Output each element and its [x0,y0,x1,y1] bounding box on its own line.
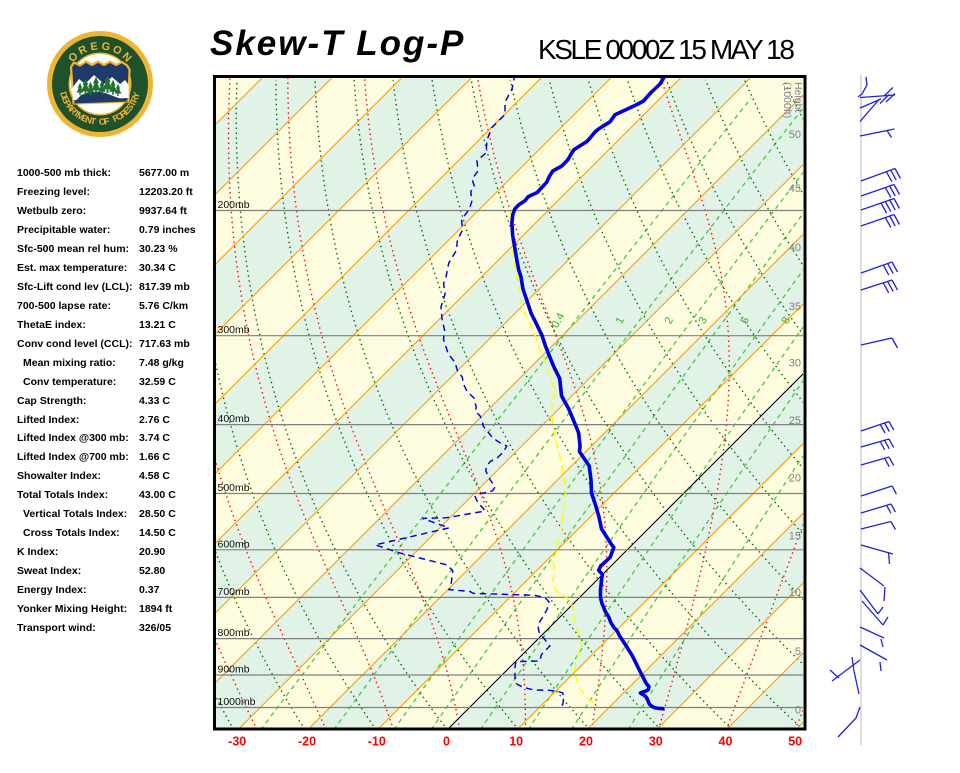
svg-text:-10: -10 [368,735,386,749]
svg-text:900mb: 900mb [218,664,250,676]
svg-text:(1000ft): (1000ft) [781,82,793,118]
svg-text:40: 40 [789,242,801,254]
svg-text:0: 0 [443,735,450,749]
svg-text:700mb: 700mb [218,586,250,598]
svg-text:-30: -30 [228,735,246,749]
svg-text:-20: -20 [298,735,316,749]
svg-text:5: 5 [795,646,801,658]
svg-text:25: 25 [789,415,801,427]
svg-text:20: 20 [789,473,801,485]
svg-text:50: 50 [788,735,802,749]
svg-text:200mb: 200mb [218,199,250,211]
svg-text:40: 40 [719,735,733,749]
svg-text:10: 10 [789,587,801,599]
svg-text:35: 35 [789,301,801,313]
svg-text:600mb: 600mb [218,538,250,550]
svg-text:800mb: 800mb [218,627,250,639]
svg-text:0: 0 [795,705,801,717]
svg-text:300mb: 300mb [218,324,250,336]
svg-text:50: 50 [789,129,801,141]
svg-text:30: 30 [789,358,801,370]
svg-text:15: 15 [789,531,801,543]
svg-text:30: 30 [649,735,663,749]
svg-text:500mb: 500mb [218,482,250,494]
svg-text:1000mb: 1000mb [218,696,256,708]
svg-text:45: 45 [789,183,801,195]
svg-text:20: 20 [579,735,593,749]
svg-text:10: 10 [509,735,523,749]
svg-text:400mb: 400mb [218,413,250,425]
